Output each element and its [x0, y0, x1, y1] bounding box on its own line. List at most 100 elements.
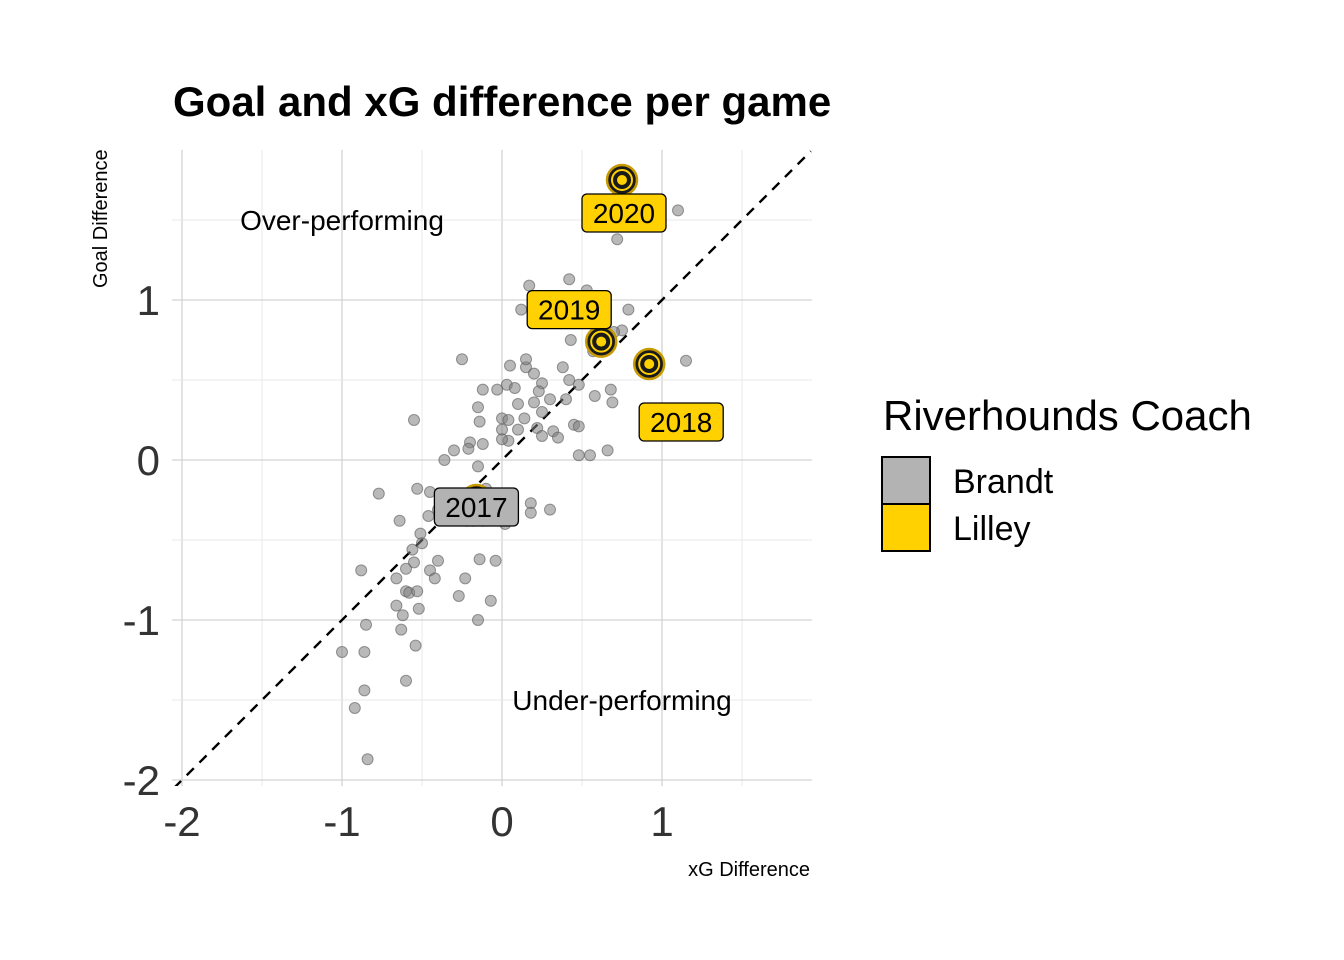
- game-point: [432, 554, 444, 567]
- season-badge-center: [596, 336, 607, 347]
- game-point: [408, 556, 420, 569]
- game-point: [489, 554, 502, 567]
- game-point: [556, 361, 569, 374]
- game-point: [552, 431, 564, 444]
- legend-label-brandt: Brandt: [953, 463, 1054, 501]
- season-label-box: [581, 193, 667, 233]
- y-tick-label: -1: [123, 597, 160, 644]
- game-point: [372, 487, 385, 500]
- game-point: [563, 374, 576, 386]
- game-point: [411, 585, 424, 598]
- game-point: [358, 646, 371, 658]
- x-tick-labels: -2 -1 0 1: [163, 798, 673, 845]
- legend: Riverhounds Coach Brandt Lilley: [881, 392, 1252, 552]
- identity-line: [174, 150, 812, 786]
- legend-key-brandt: [881, 456, 931, 505]
- season-label-2019: 2019: [538, 295, 600, 326]
- game-point: [601, 444, 614, 457]
- season-marker-2020: 2020: [581, 163, 667, 233]
- game-point: [563, 273, 576, 286]
- game-point: [462, 442, 475, 455]
- game-point: [390, 599, 403, 612]
- game-point: [528, 396, 540, 409]
- x-tick-label: 1: [650, 798, 673, 845]
- game-point: [518, 412, 531, 425]
- game-point: [572, 420, 585, 433]
- season-marker-2019: 2019: [526, 289, 618, 358]
- game-point: [491, 383, 504, 396]
- game-point: [473, 415, 486, 428]
- game-point: [348, 702, 361, 714]
- game-point: [484, 594, 497, 607]
- game-point: [456, 353, 468, 366]
- scatter-points: [336, 204, 692, 766]
- y-tick-label: -2: [123, 757, 160, 804]
- x-axis-label: xG Difference: [688, 859, 810, 881]
- y-tick-label: 0: [137, 437, 160, 484]
- season-label-box: [526, 289, 612, 330]
- season-label-box: [638, 402, 724, 442]
- chart-title: Goal and xG difference per game: [173, 78, 831, 125]
- game-point: [412, 602, 425, 615]
- game-point: [400, 674, 412, 687]
- game-point: [502, 414, 515, 426]
- game-point: [422, 510, 435, 522]
- game-point: [508, 382, 521, 394]
- game-point: [400, 562, 412, 575]
- season-badge-ring: [638, 353, 661, 375]
- game-point: [606, 396, 619, 409]
- legend-title: Riverhounds Coach: [883, 392, 1252, 439]
- season-markers: 2017 2018 2019 2020: [433, 163, 724, 527]
- season-marker-2017: 2017: [433, 483, 520, 527]
- annotation-under-performing: Under-performing: [512, 685, 731, 716]
- game-point: [358, 684, 371, 697]
- x-tick-label: -2: [163, 798, 200, 845]
- game-point: [393, 514, 406, 527]
- game-point: [536, 430, 548, 442]
- game-point: [452, 590, 465, 602]
- game-point: [528, 367, 540, 380]
- game-point: [520, 353, 532, 366]
- annotations: Over-performing Under-performing: [240, 205, 732, 716]
- game-point: [512, 398, 524, 410]
- game-point: [416, 537, 428, 550]
- game-point: [390, 572, 403, 585]
- game-point: [448, 444, 460, 457]
- season-badge-center: [644, 359, 655, 369]
- game-point: [532, 385, 545, 398]
- game-point: [396, 609, 409, 622]
- x-tick-label: -1: [323, 798, 360, 845]
- game-point: [411, 482, 424, 495]
- game-point: [524, 506, 537, 519]
- game-point: [572, 378, 585, 391]
- game-point: [336, 646, 348, 658]
- game-point: [544, 503, 556, 516]
- x-tick-label: 0: [490, 798, 513, 845]
- season-badge-center: [617, 175, 627, 185]
- game-point: [672, 204, 684, 217]
- game-point: [496, 433, 508, 446]
- game-point: [476, 438, 489, 450]
- season-marker-2018: 2018: [632, 347, 724, 442]
- y-tick-label: 1: [137, 277, 160, 324]
- game-point: [409, 639, 422, 652]
- game-point: [572, 449, 585, 462]
- game-point: [523, 279, 536, 292]
- game-point: [536, 406, 548, 418]
- game-point: [472, 614, 484, 626]
- game-point: [361, 753, 374, 766]
- game-point: [355, 564, 368, 577]
- season-label-box: [433, 487, 520, 527]
- game-point: [395, 623, 408, 636]
- game-point: [459, 572, 472, 585]
- game-point: [504, 359, 516, 372]
- game-point: [473, 553, 486, 566]
- game-point: [515, 303, 528, 316]
- season-badge-ring: [590, 330, 613, 353]
- game-point: [406, 543, 419, 556]
- game-point: [472, 401, 484, 414]
- game-point: [680, 354, 692, 367]
- grid: [172, 150, 812, 786]
- game-point: [604, 383, 617, 396]
